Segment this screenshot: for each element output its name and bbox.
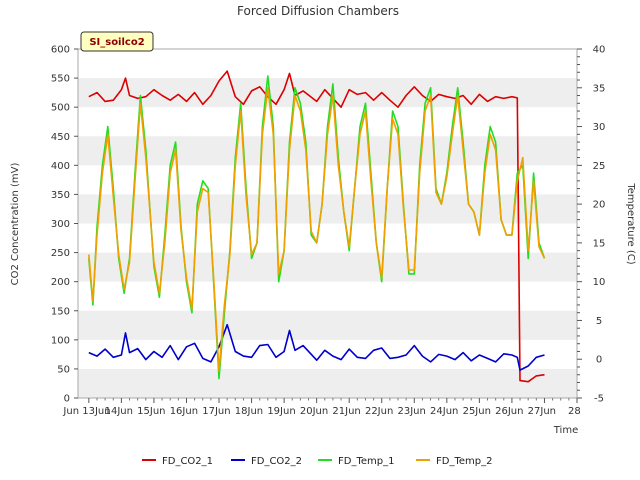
grid-band	[78, 310, 577, 340]
y-left-tick-label: 100	[51, 335, 70, 346]
x-tick-label: 16Jun	[170, 406, 198, 417]
y-left-tick-label: 0	[64, 394, 70, 405]
y-left-tick-label: 250	[51, 248, 70, 259]
legend-item: FD_Temp_1	[318, 456, 394, 467]
x-tick-label: 27Jun	[528, 406, 556, 417]
legend-label: FD_Temp_1	[338, 456, 394, 467]
y-axis-left-title: CO2 Concentration (mV)	[10, 163, 21, 286]
grid-band	[78, 368, 577, 398]
x-tick-label: 24Jun	[430, 406, 458, 417]
y-left-tick-label: 500	[51, 103, 70, 114]
y-left-tick-label: 200	[51, 277, 70, 288]
y-left-tick-label: 600	[51, 45, 70, 56]
x-axis-title: Time	[553, 425, 578, 436]
legend-item: FD_Temp_2	[416, 456, 492, 467]
y-left-tick-label: 350	[51, 190, 70, 201]
x-tick-label: 14Jun	[105, 406, 133, 417]
x-tick-label: 25Jun	[463, 406, 491, 417]
x-tick-label: 23Jun	[397, 406, 425, 417]
series-line-fd-co2-1	[88, 70, 545, 383]
y-right-tick-label: 0	[596, 355, 602, 366]
station-badge-label: SI_soilco2	[89, 37, 144, 48]
legend-label: FD_Temp_2	[436, 456, 492, 467]
x-tick-label: 18Jun	[235, 406, 263, 417]
y-right-tick-label: 5	[596, 316, 602, 327]
y-right-tick-label: 40	[593, 45, 606, 56]
y-left-tick-label: 50	[57, 364, 70, 375]
y-left-tick-label: 450	[51, 132, 70, 143]
y-axis-right-title: Temperature (C)	[625, 182, 636, 264]
series-line-fd-co2-2	[88, 323, 545, 371]
x-tick-label: 28	[568, 406, 581, 417]
y-left-tick-label: 550	[51, 74, 70, 85]
legend-item: FD_CO2_1	[142, 456, 213, 467]
x-tick-label: 17Jun	[202, 406, 230, 417]
y-right-tick-label: 30	[593, 122, 606, 133]
y-right-tick-label: 35	[593, 83, 606, 94]
series-lines	[88, 70, 546, 383]
y-axis-left: 0 50 100 150 200 250 300 350 400 450 500 550 600	[51, 45, 78, 405]
series-line-fd-temp-2	[88, 87, 546, 372]
y-right-tick-label: 15	[593, 238, 606, 249]
x-tick-label: 22Jun	[365, 406, 393, 417]
x-tick-label: 20Jun	[300, 406, 328, 417]
y-left-tick-label: 300	[51, 219, 70, 230]
y-axis-right: -5 0 5 10 15 20 25 30 35 40	[577, 45, 605, 405]
y-right-tick-label: 10	[593, 277, 606, 288]
legend-label: FD_CO2_2	[251, 456, 302, 467]
x-tick-label: 21Jun	[332, 406, 360, 417]
chart-title: Forced Diffusion Chambers	[237, 4, 399, 18]
station-badge: SI_soilco2	[80, 31, 154, 52]
y-left-tick-label: 400	[51, 161, 70, 172]
y-left-tick-label: 150	[51, 306, 70, 317]
y-right-tick-label: 25	[593, 161, 606, 172]
x-tick-label: 26Jun	[495, 406, 523, 417]
x-tick-label: 19Jun	[267, 406, 295, 417]
legend: FD_CO2_1 FD_CO2_2 FD_Temp_1 FD_Temp_2	[142, 456, 492, 467]
legend-item: FD_CO2_2	[231, 456, 302, 467]
legend-label: FD_CO2_1	[162, 456, 213, 467]
y-right-tick-label: -5	[594, 394, 604, 405]
x-tick-label: Jun 13Jun	[62, 406, 110, 417]
grid-band	[78, 194, 577, 224]
y-right-tick-label: 20	[593, 200, 606, 211]
x-tick-label: 15Jun	[137, 406, 165, 417]
station-badge-box	[80, 31, 154, 52]
